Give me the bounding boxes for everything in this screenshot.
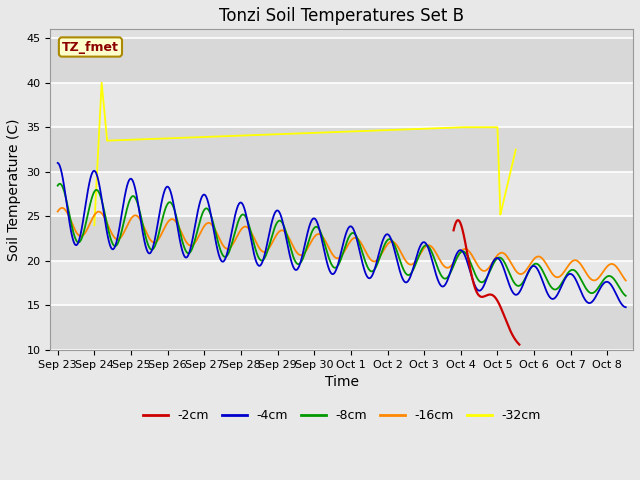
Bar [51,305,633,350]
Bar [51,127,633,172]
Title: Tonzi Soil Temperatures Set B: Tonzi Soil Temperatures Set B [220,7,464,25]
Bar [51,216,633,261]
Text: TZ_fmet: TZ_fmet [62,40,119,53]
Bar [51,38,633,83]
X-axis label: Time: Time [324,375,358,389]
Bar [51,83,633,127]
Bar [51,261,633,305]
Legend: -2cm, -4cm, -8cm, -16cm, -32cm: -2cm, -4cm, -8cm, -16cm, -32cm [138,404,546,427]
Y-axis label: Soil Temperature (C): Soil Temperature (C) [7,119,21,261]
Bar [51,172,633,216]
